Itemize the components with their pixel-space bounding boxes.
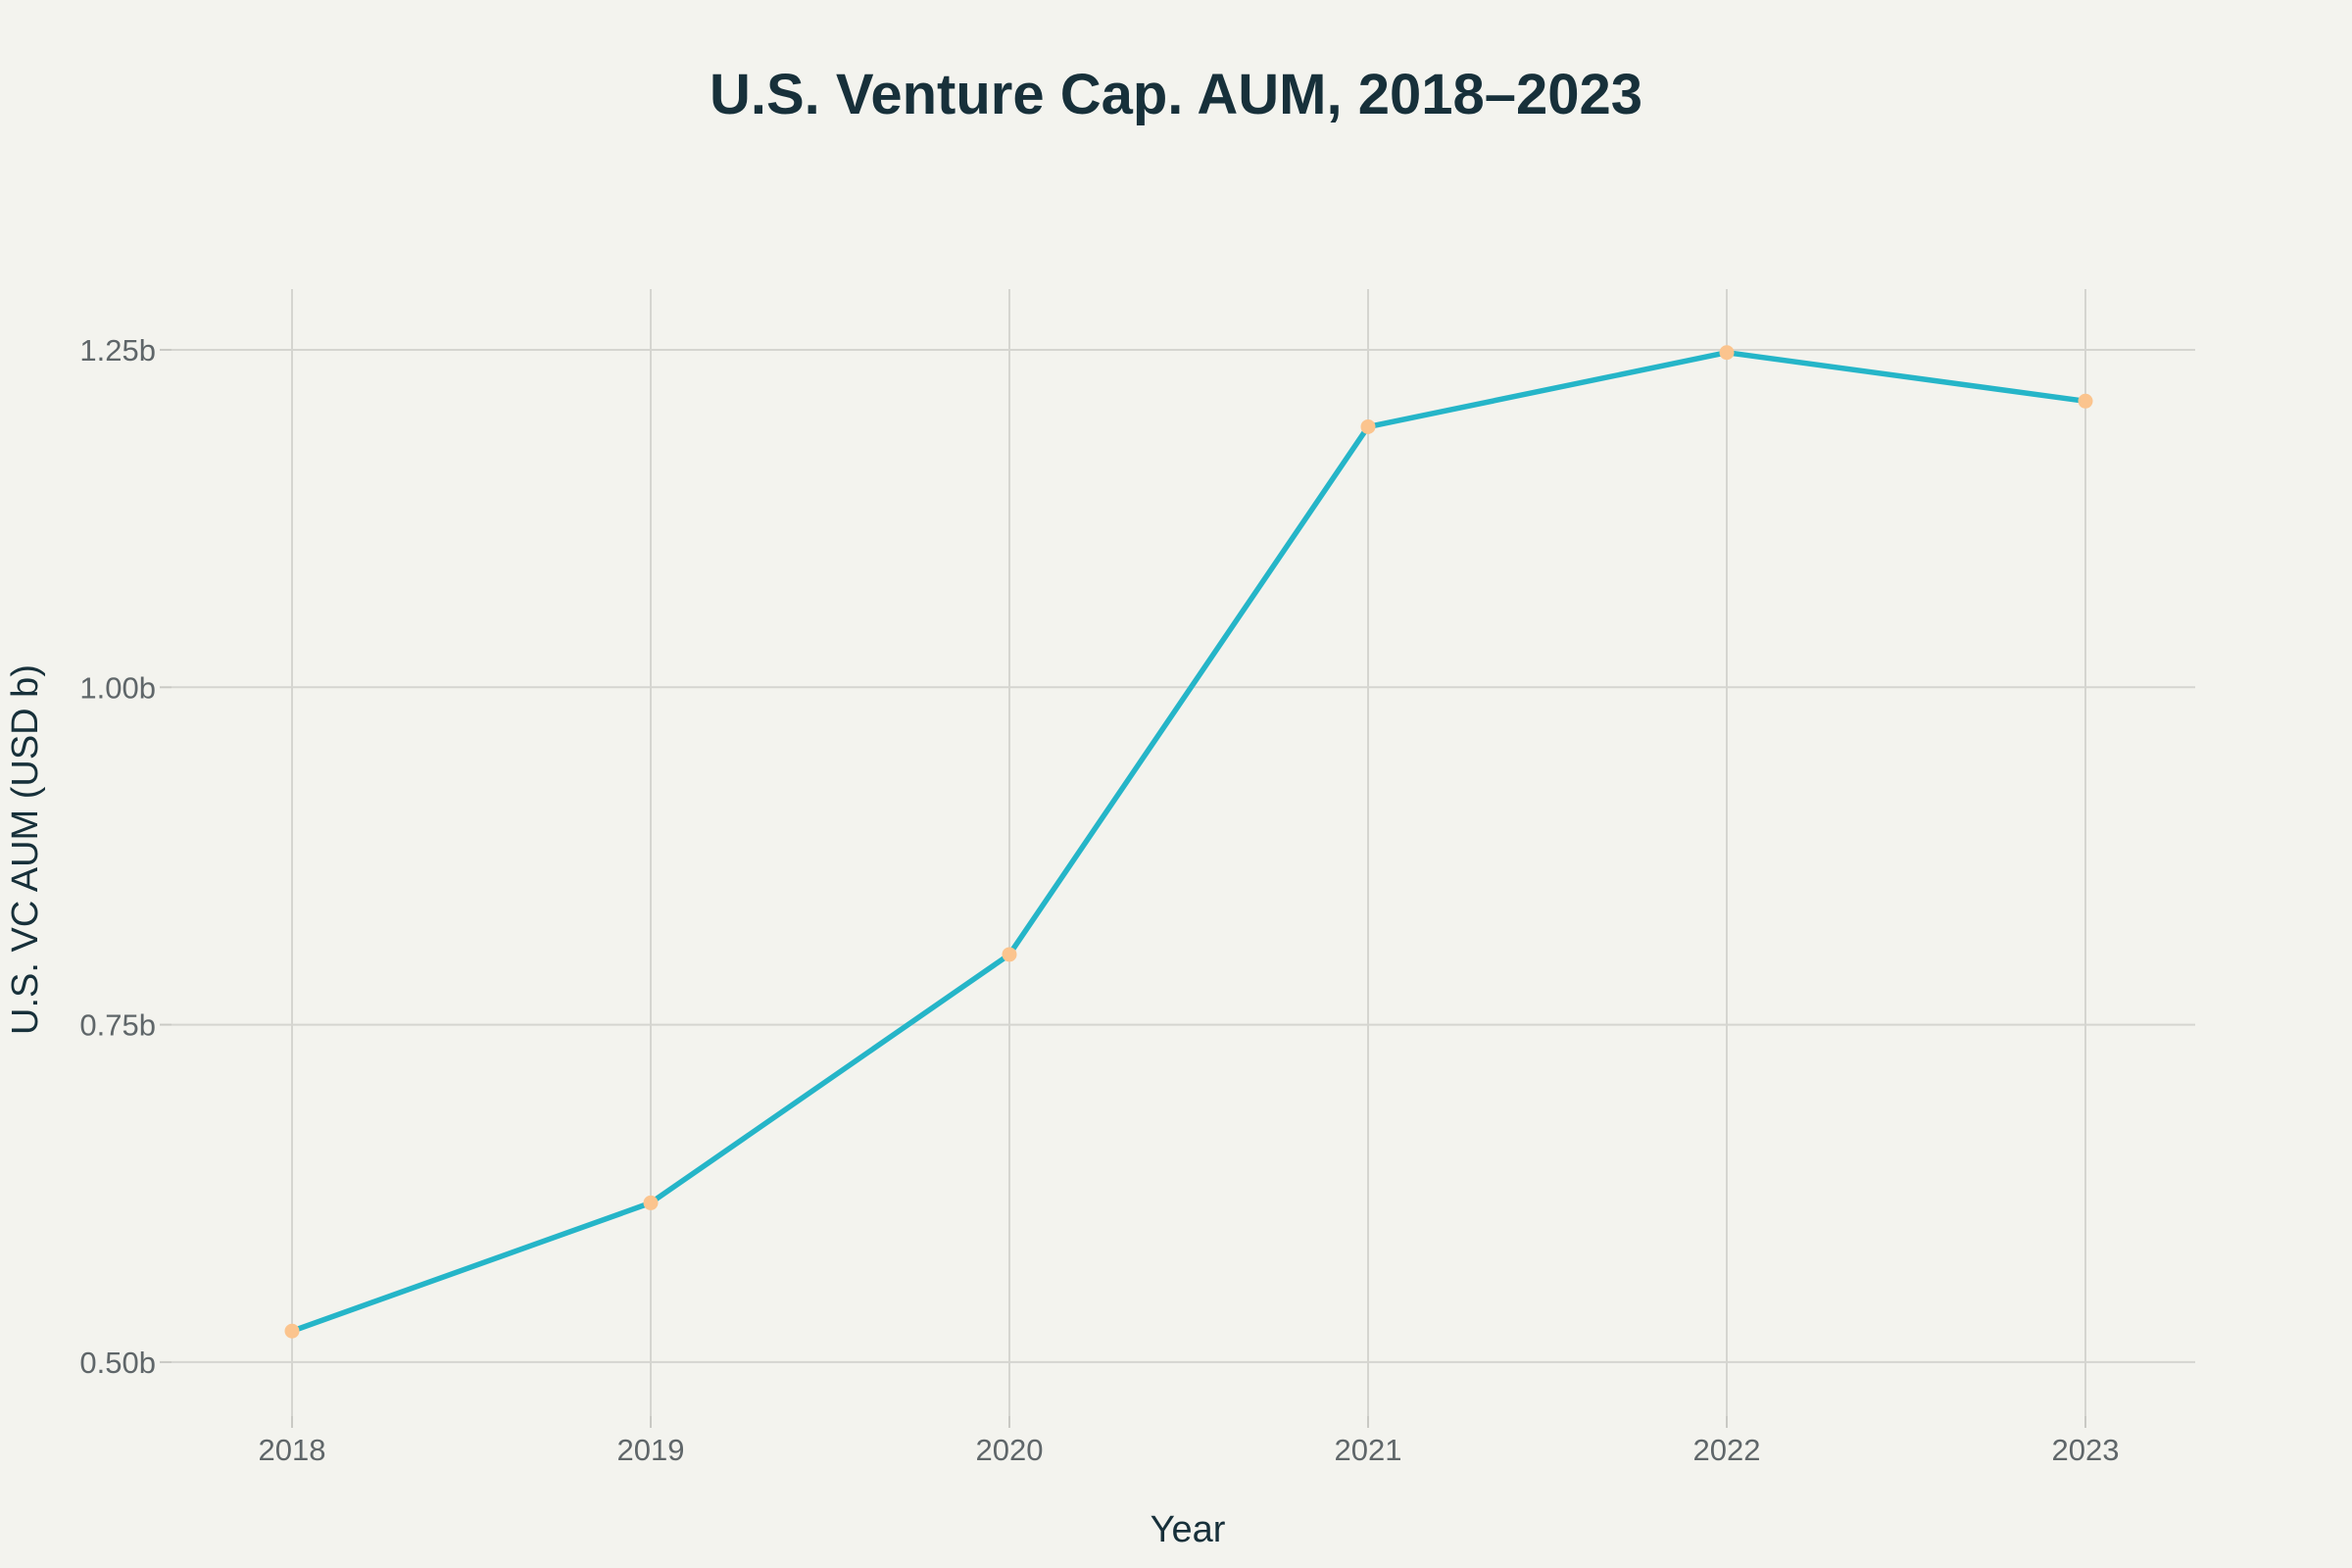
y-tick-labels: 0.50b 0.75b 1.00b 1.25b: [79, 333, 172, 1380]
data-point-2018: [284, 1323, 300, 1339]
x-tick-label: 2023: [2052, 1433, 2120, 1467]
data-point-2020: [1002, 947, 1017, 962]
x-tick-labels: 2018 2019 2020 2021 2022 2023: [259, 1416, 2120, 1467]
data-series: [284, 345, 2093, 1339]
data-point-2023: [2078, 393, 2093, 409]
x-gridlines: [291, 289, 2086, 1416]
x-tick-label: 2020: [976, 1433, 1044, 1467]
y-tick-label: 0.50b: [79, 1346, 156, 1380]
x-tick-label: 2022: [1693, 1433, 1761, 1467]
x-tick-label: 2019: [617, 1433, 685, 1467]
chart-title: U.S. Venture Cap. AUM, 2018–2023: [710, 63, 1642, 126]
data-point-2022: [1719, 345, 1735, 361]
data-point-2021: [1360, 418, 1376, 434]
series-line: [289, 349, 2088, 1334]
x-tick-label: 2021: [1335, 1433, 1402, 1467]
y-tick-label: 1.00b: [79, 670, 156, 705]
x-tick-label: 2018: [259, 1433, 326, 1467]
y-gridlines: [172, 348, 2195, 1363]
data-point-2019: [643, 1195, 659, 1210]
y-tick-label: 0.75b: [79, 1008, 156, 1043]
y-tick-label: 1.25b: [79, 333, 156, 368]
y-axis-title: U.S. VC AUM (USD b): [5, 664, 46, 1035]
x-axis-title: Year: [1151, 1509, 1226, 1550]
